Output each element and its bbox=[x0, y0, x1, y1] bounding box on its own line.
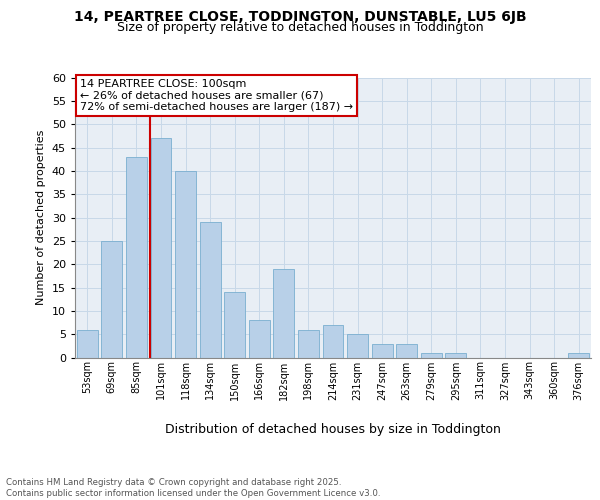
Bar bbox=[568, 353, 589, 358]
Bar bbox=[175, 171, 196, 358]
Bar bbox=[77, 330, 98, 357]
Text: Size of property relative to detached houses in Toddington: Size of property relative to detached ho… bbox=[116, 21, 484, 34]
Bar bbox=[274, 269, 295, 358]
Bar bbox=[101, 241, 122, 358]
Bar bbox=[347, 334, 368, 357]
Bar bbox=[151, 138, 172, 358]
Bar bbox=[421, 353, 442, 358]
Bar bbox=[396, 344, 417, 357]
Bar bbox=[371, 344, 392, 357]
Bar bbox=[126, 157, 147, 358]
Bar bbox=[200, 222, 221, 358]
Bar bbox=[298, 330, 319, 357]
Bar bbox=[445, 353, 466, 358]
Text: 14 PEARTREE CLOSE: 100sqm
← 26% of detached houses are smaller (67)
72% of semi-: 14 PEARTREE CLOSE: 100sqm ← 26% of detac… bbox=[80, 79, 353, 112]
Bar bbox=[224, 292, 245, 358]
Bar bbox=[323, 325, 343, 358]
Bar bbox=[249, 320, 270, 358]
Text: Distribution of detached houses by size in Toddington: Distribution of detached houses by size … bbox=[165, 422, 501, 436]
Y-axis label: Number of detached properties: Number of detached properties bbox=[36, 130, 46, 305]
Text: 14, PEARTREE CLOSE, TODDINGTON, DUNSTABLE, LU5 6JB: 14, PEARTREE CLOSE, TODDINGTON, DUNSTABL… bbox=[74, 10, 526, 24]
Text: Contains HM Land Registry data © Crown copyright and database right 2025.
Contai: Contains HM Land Registry data © Crown c… bbox=[6, 478, 380, 498]
